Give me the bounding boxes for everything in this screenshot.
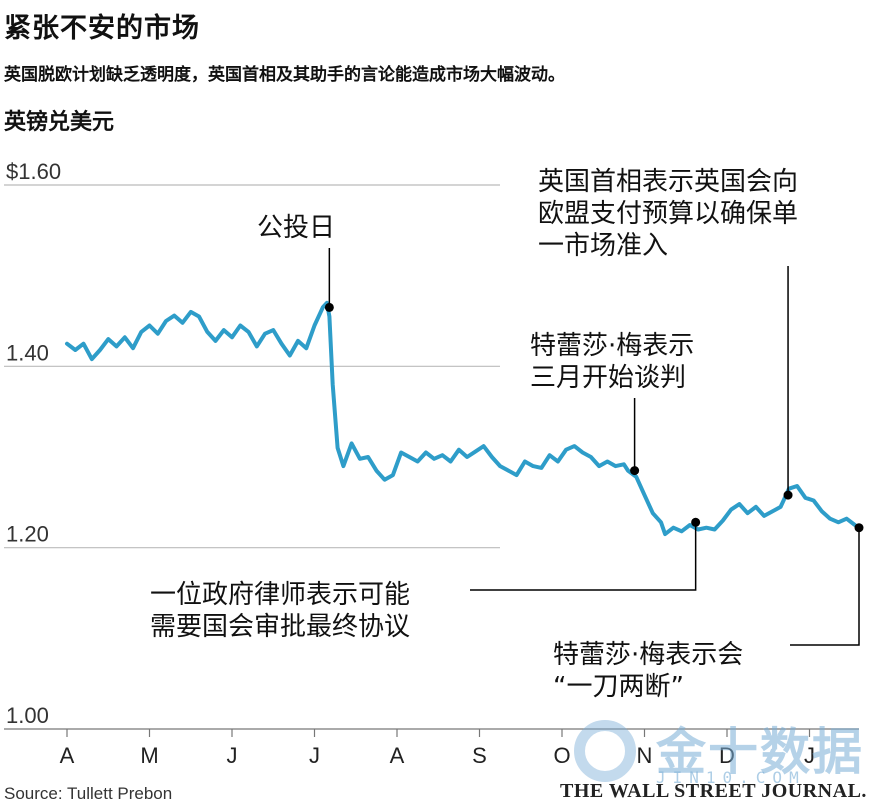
unit-label: 英镑兑美元: [4, 110, 115, 135]
x-tick-label: M: [140, 743, 158, 768]
annotation: 公投日: [257, 213, 335, 312]
annotation-point: [691, 517, 701, 527]
annotation-text: 英国首相表示英国会向: [538, 167, 798, 197]
publisher-name: THE WALL STREET JOURNAL.: [560, 780, 867, 802]
y-tick-label: 1.40: [6, 340, 49, 365]
annotation-leader: [470, 522, 697, 591]
chart-subtitle: 英国脱欧计划缺乏透明度，英国首相及其助手的言论能造成市场大幅波动。: [4, 65, 565, 85]
source-note: Source: Tullett Prebon: [4, 784, 173, 803]
annotation-text: 特蕾莎·梅表示: [530, 331, 694, 361]
x-tick-label: N: [637, 743, 653, 768]
annotation-text: 一位政府律师表示可能: [150, 580, 410, 610]
chart-title: 紧张不安的市场: [4, 13, 200, 44]
watermark-logo: [574, 720, 636, 782]
y-tick-label: $1.60: [6, 159, 61, 184]
x-tick-label: S: [472, 743, 487, 768]
series-line: [65, 300, 861, 537]
annotation-point: [630, 466, 640, 476]
watermark-site: JIN10.COM: [656, 768, 806, 787]
gridlines: [4, 184, 859, 730]
annotation-text: 特蕾莎·梅表示会: [553, 640, 743, 670]
annotations-layer: 公投日特蕾莎·梅表示三月开始谈判英国首相表示英国会向欧盟支付预算以确保单一市场准…: [150, 167, 864, 702]
x-tick-label: J: [227, 743, 238, 768]
x-tick-label: A: [390, 743, 405, 768]
x-tick-label: D: [719, 743, 735, 768]
y-tick-label: 1.20: [6, 522, 49, 547]
annotation-text: 公投日: [257, 213, 335, 243]
x-tick-label: J: [804, 743, 815, 768]
x-tick-label: J: [309, 743, 320, 768]
annotation-text: 三月开始谈判: [530, 363, 686, 393]
annotation-leader: [790, 527, 860, 646]
watermark-brand: 金十数据: [656, 723, 864, 781]
annotation-point: [324, 302, 334, 312]
x-tick-label: O: [553, 743, 570, 768]
annotation-text: “一刀两断”: [553, 672, 684, 702]
annotation-text: 欧盟支付预算以确保单: [538, 199, 798, 229]
series-layer: [65, 300, 861, 537]
x-tick-label: A: [60, 743, 75, 768]
annotation-point: [783, 490, 793, 500]
annotation: 特蕾莎·梅表示会“一刀两断”: [553, 523, 864, 702]
y-tick-label: 1.00: [6, 703, 49, 728]
y-axis-ticks: $1.60 1.40 1.20 1.00: [6, 159, 61, 728]
annotation-point: [854, 523, 864, 533]
annotation-text: 一市场准入: [538, 231, 668, 261]
annotation-text: 需要国会审批最终协议: [150, 612, 410, 642]
